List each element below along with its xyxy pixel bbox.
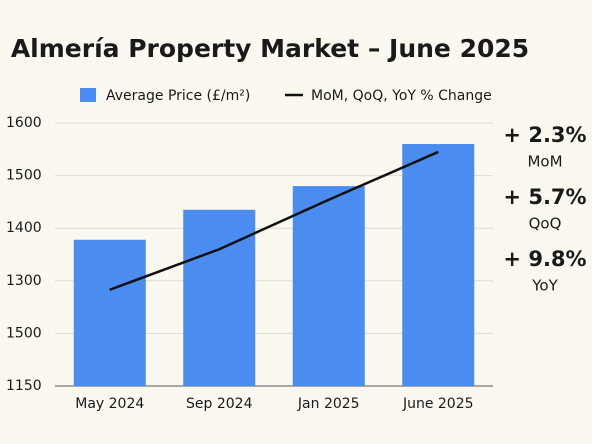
legend-label: MoM, QoQ, YoY % Change bbox=[311, 88, 492, 104]
legend-label: Average Price (£/m²) bbox=[106, 88, 250, 104]
y-tick-label: 1150 bbox=[6, 378, 42, 394]
y-tick-label: 1600 bbox=[6, 115, 42, 131]
y-tick-label: 1300 bbox=[6, 273, 42, 289]
x-tick-label: May 2024 bbox=[75, 396, 144, 412]
y-tick-label: 1400 bbox=[6, 220, 42, 236]
bar bbox=[183, 209, 256, 386]
annotation-label: QoQ bbox=[529, 215, 562, 233]
bar bbox=[402, 144, 475, 386]
x-tick-label: June 2025 bbox=[402, 396, 474, 412]
x-tick-label: Sep 2024 bbox=[186, 396, 253, 412]
annotation-value: + 2.3% bbox=[503, 123, 586, 147]
y-tick-label: 1500 bbox=[6, 325, 42, 341]
chart-title: Almería Property Market – June 2025 bbox=[11, 34, 529, 63]
y-tick-label: 1500 bbox=[6, 168, 42, 184]
annotation-label: YoY bbox=[531, 277, 558, 295]
bar bbox=[292, 186, 365, 386]
annotation-value: + 9.8% bbox=[503, 247, 586, 271]
bar bbox=[73, 239, 146, 386]
line bbox=[109, 150, 439, 291]
annotation-value: + 5.7% bbox=[503, 185, 586, 209]
x-tick-label: Jan 2025 bbox=[297, 396, 360, 412]
annotation-label: MoM bbox=[527, 153, 562, 171]
legend-swatch bbox=[80, 88, 96, 102]
